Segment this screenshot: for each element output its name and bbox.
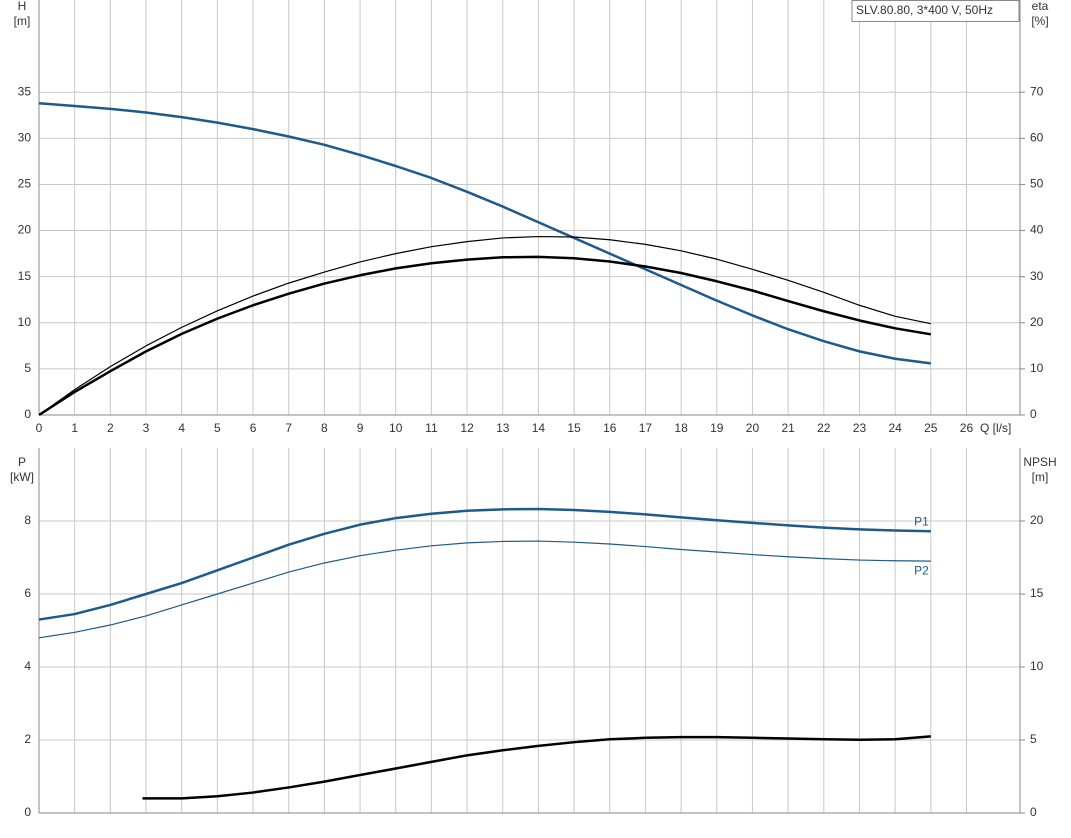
y2-tick-label: 10 bbox=[1030, 659, 1044, 673]
x-tick-label: 13 bbox=[496, 421, 510, 435]
y-axis-label: H bbox=[18, 0, 27, 13]
x-tick-label: 0 bbox=[36, 421, 43, 435]
x-tick-label: 26 bbox=[960, 421, 974, 435]
x-tick-label: 1 bbox=[71, 421, 78, 435]
y-axis-label: [m] bbox=[14, 14, 31, 28]
y-tick-label: 10 bbox=[18, 315, 32, 329]
x-tick-label: 10 bbox=[389, 421, 403, 435]
y-tick-label: 0 bbox=[24, 805, 31, 819]
y2-tick-label: 10 bbox=[1030, 361, 1044, 375]
y2-tick-label: 5 bbox=[1030, 732, 1037, 746]
y2-tick-label: 60 bbox=[1030, 131, 1044, 145]
y2-axis-label: [%] bbox=[1031, 14, 1048, 28]
y2-tick-label: 15 bbox=[1030, 586, 1044, 600]
y2-tick-label: 0 bbox=[1030, 407, 1037, 421]
x-tick-label: 22 bbox=[817, 421, 831, 435]
x-tick-label: 9 bbox=[357, 421, 364, 435]
x-tick-label: 19 bbox=[710, 421, 724, 435]
y-tick-label: 4 bbox=[24, 659, 31, 673]
y2-tick-label: 50 bbox=[1030, 177, 1044, 191]
y2-tick-label: 20 bbox=[1030, 513, 1044, 527]
x-tick-label: 3 bbox=[143, 421, 150, 435]
x-tick-label: 8 bbox=[321, 421, 328, 435]
y-tick-label: 5 bbox=[24, 361, 31, 375]
x-tick-label: 6 bbox=[250, 421, 257, 435]
y-tick-label: 2 bbox=[24, 732, 31, 746]
x-tick-label: 11 bbox=[425, 421, 438, 435]
y-tick-label: 6 bbox=[24, 586, 31, 600]
series-label: P1 bbox=[914, 514, 929, 528]
y2-tick-label: 30 bbox=[1030, 269, 1044, 283]
title-box bbox=[851, 0, 1020, 22]
y-tick-label: 25 bbox=[18, 177, 32, 191]
x-tick-label: 17 bbox=[639, 421, 653, 435]
x-tick-label: 21 bbox=[781, 421, 795, 435]
y2-axis-label: eta bbox=[1032, 0, 1049, 13]
y2-tick-label: 40 bbox=[1030, 223, 1044, 237]
y2-tick-label: 20 bbox=[1030, 315, 1044, 329]
x-tick-label: 25 bbox=[924, 421, 938, 435]
y2-axis-label: [m] bbox=[1032, 470, 1049, 484]
curve bbox=[38, 102, 931, 365]
y-axis-label: P bbox=[18, 455, 26, 469]
x-tick-label: 16 bbox=[603, 421, 617, 435]
x-tick-label: 18 bbox=[674, 421, 688, 435]
y-tick-label: 20 bbox=[18, 223, 32, 237]
x-tick-label: 14 bbox=[532, 421, 546, 435]
y-tick-label: 15 bbox=[18, 269, 32, 283]
y2-tick-label: 0 bbox=[1030, 805, 1037, 819]
x-tick-label: 2 bbox=[107, 421, 114, 435]
y-tick-label: 35 bbox=[18, 84, 32, 98]
x-tick-label: 23 bbox=[853, 421, 867, 435]
y2-tick-label: 70 bbox=[1030, 84, 1044, 98]
chart-title: SLV.80.80, 3*400 V, 50Hz bbox=[856, 3, 993, 17]
y-tick-label: 30 bbox=[18, 131, 32, 145]
curve bbox=[38, 255, 932, 417]
y-tick-label: 8 bbox=[24, 513, 31, 527]
x-tick-label: 12 bbox=[460, 421, 474, 435]
x-axis-label: Q [l/s] bbox=[980, 421, 1011, 435]
x-tick-label: 15 bbox=[567, 421, 581, 435]
y-axis-label: [kW] bbox=[10, 470, 34, 484]
curve bbox=[38, 507, 931, 621]
y2-axis-label: NPSH bbox=[1023, 455, 1056, 469]
curve bbox=[38, 235, 931, 416]
series-label: P2 bbox=[914, 563, 929, 577]
curve bbox=[38, 540, 931, 639]
y-tick-label: 0 bbox=[24, 407, 31, 421]
x-tick-label: 4 bbox=[178, 421, 185, 435]
x-tick-label: 24 bbox=[888, 421, 902, 435]
x-tick-label: 5 bbox=[214, 421, 221, 435]
x-tick-label: 7 bbox=[285, 421, 292, 435]
curve bbox=[142, 735, 931, 800]
x-tick-label: 20 bbox=[746, 421, 760, 435]
